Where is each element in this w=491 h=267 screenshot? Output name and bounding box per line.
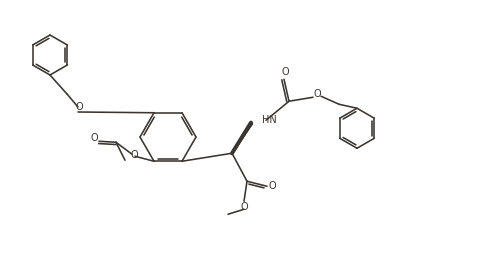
Text: O: O <box>75 102 83 112</box>
Text: HN: HN <box>262 115 277 125</box>
Text: O: O <box>90 133 98 143</box>
Text: O: O <box>313 89 321 99</box>
Text: O: O <box>130 150 138 160</box>
Text: O: O <box>268 181 276 191</box>
Text: O: O <box>240 202 248 212</box>
Text: O: O <box>281 67 289 77</box>
